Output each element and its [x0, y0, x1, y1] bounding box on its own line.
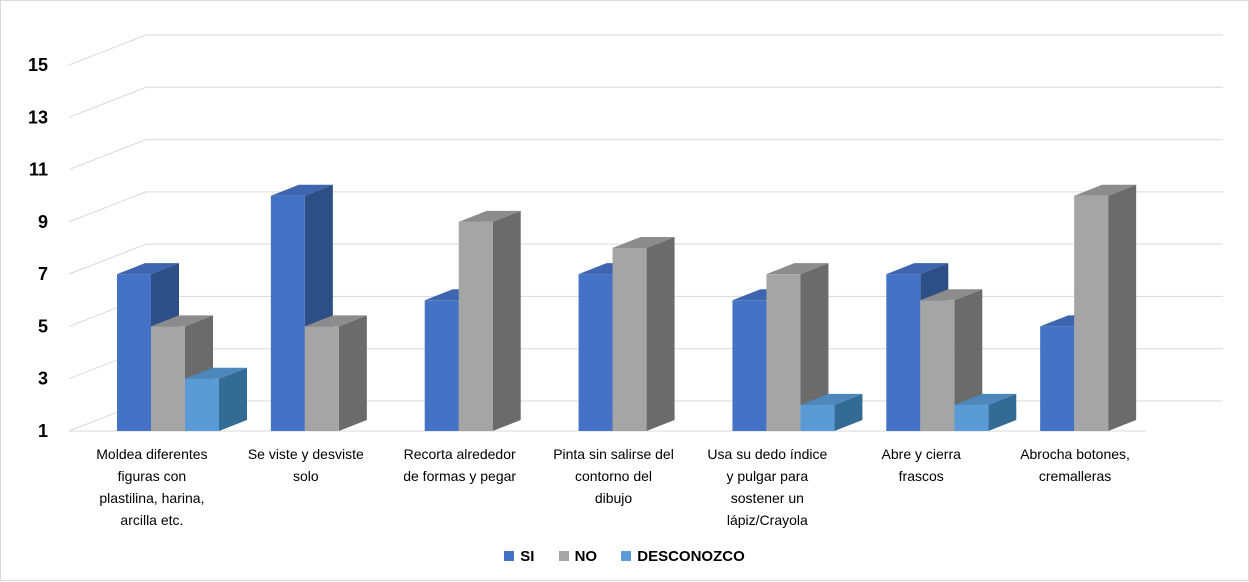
y-tick-label: 13 — [28, 107, 48, 127]
bar-top — [800, 393, 863, 405]
y-tick-label: 5 — [38, 316, 48, 336]
bar-side — [1108, 184, 1137, 431]
bar — [270, 195, 305, 431]
gridline-side — [68, 139, 147, 171]
legend-swatch-no — [558, 551, 569, 561]
legend-label-desconozco: DESCONOZCO — [637, 548, 745, 565]
bar — [954, 404, 989, 431]
x-tick-label: sostener un — [731, 490, 804, 506]
bar-top — [1074, 184, 1137, 196]
bar-top — [270, 184, 333, 196]
legend-item-si[interactable]: SI — [504, 548, 534, 565]
bar-top — [886, 263, 949, 275]
legend-swatch-desconozco — [621, 551, 632, 561]
x-tick-label: Abrocha botones, — [1020, 446, 1130, 462]
bar-top — [612, 237, 675, 248]
y-tick-label: 9 — [38, 212, 48, 232]
bar — [1074, 195, 1109, 431]
x-tick-label: de formas y pegar — [403, 468, 516, 484]
legend-item-no[interactable]: NO — [558, 548, 598, 565]
bar-side — [338, 315, 367, 431]
bar — [612, 248, 647, 431]
legend-label-no: NO — [574, 548, 598, 565]
x-tick-label: frascos — [899, 468, 944, 484]
gridline-side — [68, 34, 147, 66]
bar-top — [185, 367, 247, 379]
x-tick-label: plastilina, harina, — [99, 490, 204, 506]
bar-side — [492, 210, 521, 431]
bar — [578, 274, 613, 431]
x-tick-label: Moldea diferentes — [96, 446, 207, 462]
bar-side — [800, 263, 829, 431]
bar-top — [151, 315, 213, 327]
x-tick-label: contorno del — [575, 468, 652, 484]
x-tick-label: Se viste y desviste — [248, 446, 364, 462]
y-tick-label: 11 — [29, 160, 48, 180]
x-tick-label: Abre y cierra — [882, 446, 962, 462]
gridline-side — [68, 243, 147, 275]
bar-side — [834, 393, 863, 431]
legend-item-desconozco[interactable]: DESCONOZCO — [621, 548, 745, 565]
legend-swatch-si — [504, 551, 515, 561]
bar — [151, 326, 185, 431]
bar-top — [458, 210, 521, 222]
gridline-side — [68, 191, 147, 223]
bar-side — [954, 289, 983, 431]
x-tick-label: Usa su dedo índice — [707, 446, 827, 462]
bar — [800, 404, 835, 431]
bar — [732, 300, 767, 431]
bar — [1040, 326, 1075, 431]
bar — [766, 274, 801, 431]
x-tick-label: solo — [293, 468, 319, 484]
y-tick-label: 1 — [38, 421, 48, 441]
x-tick-label: Recorta alrededor — [404, 446, 516, 462]
x-tick-label: cremalleras — [1039, 468, 1111, 484]
x-tick-label: Pinta sin salirse del — [553, 446, 674, 462]
bar-side — [988, 393, 1017, 431]
chart-legend: SI NO DESCONOZCO — [0, 548, 1249, 565]
bar-top — [117, 263, 179, 275]
bar — [117, 274, 151, 431]
bar-top — [954, 393, 1017, 405]
bar — [458, 221, 493, 431]
bar — [304, 326, 339, 431]
bar-side — [646, 237, 675, 431]
bar — [185, 378, 219, 431]
bar — [886, 274, 921, 431]
x-tick-label: figuras con — [118, 468, 186, 484]
x-tick-label: lápiz/Crayola — [727, 512, 808, 528]
gridline-side — [68, 86, 147, 118]
bar-top — [766, 263, 829, 275]
y-tick-label: 7 — [38, 264, 48, 284]
bar-top — [920, 289, 983, 301]
legend-label-si: SI — [520, 548, 535, 565]
bar — [920, 300, 955, 431]
x-tick-label: dibujo — [595, 490, 633, 506]
y-tick-label: 15 — [28, 55, 48, 75]
bar — [424, 300, 459, 431]
y-tick-label: 3 — [38, 369, 48, 389]
bar-side — [219, 367, 247, 431]
bar-top — [304, 315, 367, 327]
x-tick-label: arcilla etc. — [120, 512, 183, 528]
x-tick-label: y pulgar para — [726, 468, 808, 484]
